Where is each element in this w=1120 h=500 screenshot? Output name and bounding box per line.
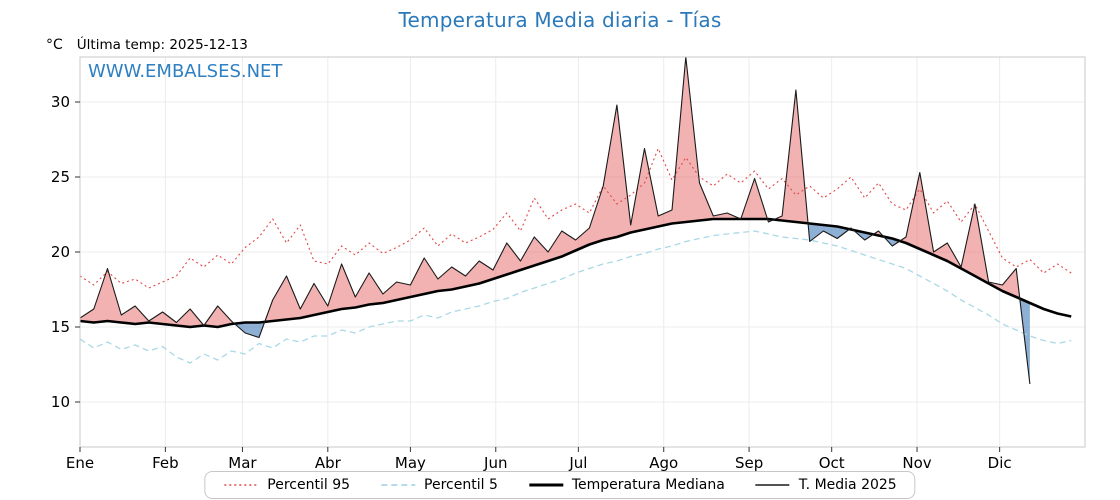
y-tick-label: 15 — [51, 318, 70, 336]
y-tick-label: 20 — [51, 243, 70, 261]
page-title: Temperatura Media diaria - Tías — [398, 8, 722, 32]
corner-info: °C Última temp: 2025-12-13 — [46, 37, 248, 53]
legend-line-swatch — [381, 484, 416, 486]
x-tick-label: Ago — [649, 454, 678, 472]
y-tick-label: 25 — [51, 168, 70, 186]
x-tick-label: Oct — [819, 454, 845, 472]
x-tick-label: May — [395, 454, 426, 472]
legend-item-percentil-5: Percentil 5 — [380, 477, 498, 493]
x-tick-label: Jun — [483, 454, 507, 472]
x-tick-label: Ene — [66, 454, 94, 472]
legend-label: T. Media 2025 — [798, 477, 897, 493]
legend-label: Percentil 5 — [424, 477, 498, 493]
y-tick-label: 10 — [51, 393, 70, 411]
x-tick-label: Abr — [315, 454, 342, 472]
x-tick-label: Nov — [902, 454, 931, 472]
legend-label: Percentil 95 — [267, 477, 351, 493]
legend-line-swatch — [755, 484, 790, 486]
x-tick-label: Feb — [152, 454, 179, 472]
legend-line-swatch — [224, 484, 259, 486]
legend-item-temperatura-mediana: Temperatura Mediana — [528, 477, 725, 493]
y-tick-label: 30 — [51, 93, 70, 111]
watermark-link[interactable]: WWW.EMBALSES.NET — [88, 61, 283, 82]
legend-label: Temperatura Mediana — [571, 477, 725, 493]
legend: Percentil 95 Percentil 5 Temperatura Media… — [204, 471, 916, 499]
x-tick-label: Dic — [988, 454, 1012, 472]
y-axis-unit-label: °C — [46, 37, 63, 53]
x-tick-label: Mar — [228, 454, 257, 472]
legend-item-t-media-2025: T. Media 2025 — [755, 477, 897, 493]
last-temp-label: Última temp: 2025-12-13 — [76, 37, 248, 53]
legend-item-percentil-95: Percentil 95 — [223, 477, 350, 493]
legend-line-swatch — [528, 483, 563, 487]
x-tick-label: Jul — [568, 454, 587, 472]
x-tick-label: Sep — [735, 454, 763, 472]
